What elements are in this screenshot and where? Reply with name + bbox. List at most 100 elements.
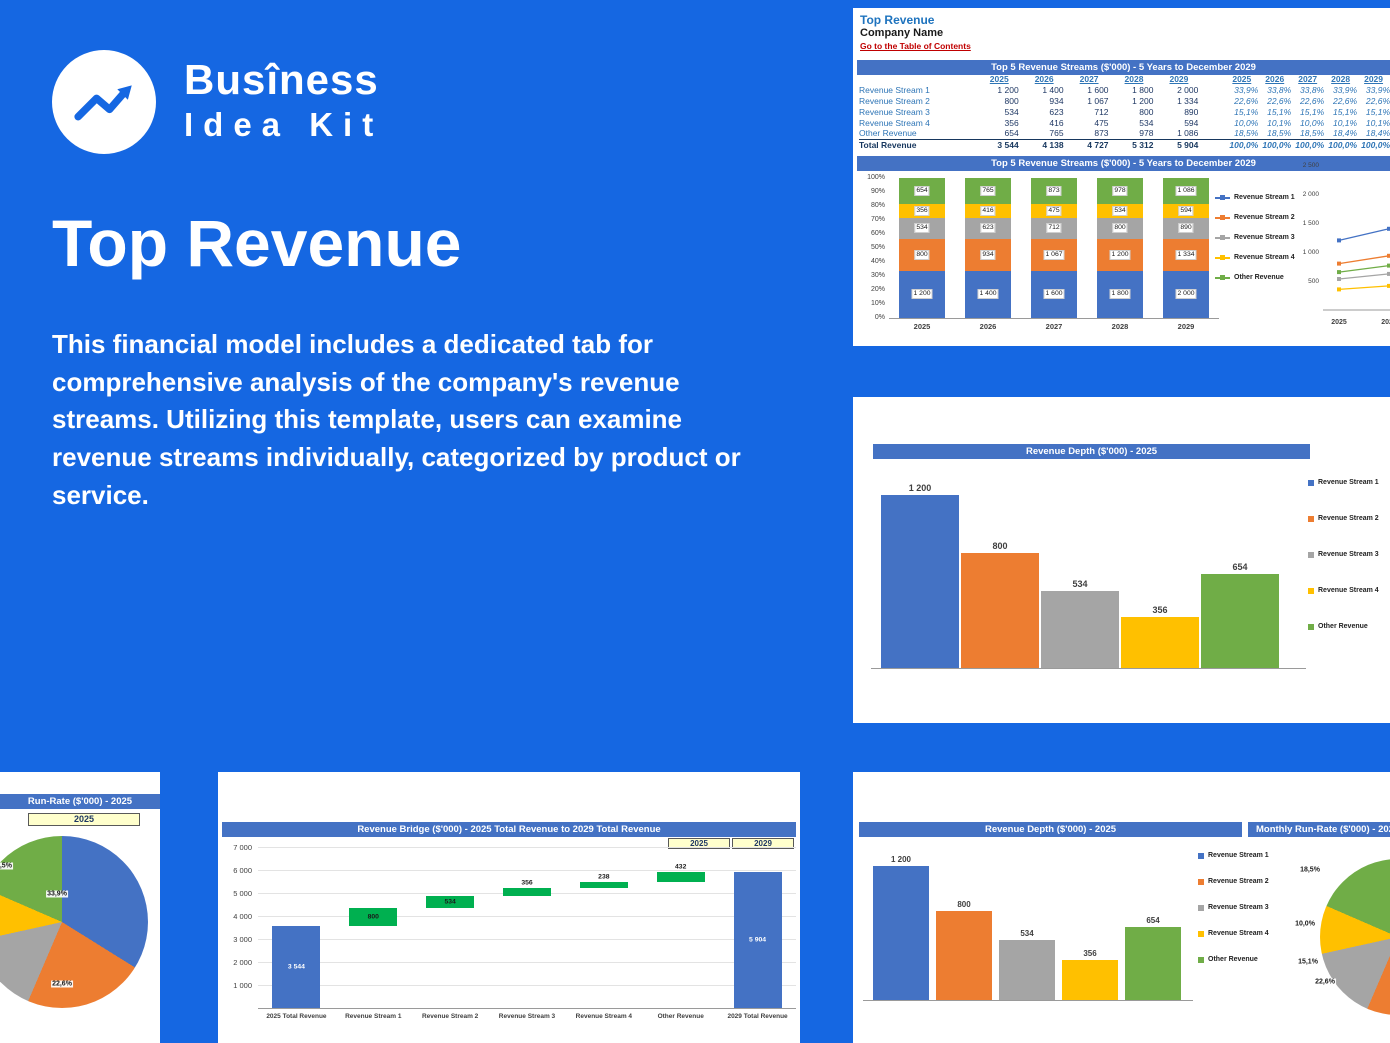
data-label: 10,0% <box>1294 920 1316 928</box>
data-label: 873 <box>1046 185 1062 196</box>
value-cell: 2 000 <box>1177 85 1199 96</box>
total-value-cell: 4 727 <box>1087 139 1109 150</box>
value-cell: 1 067 <box>1087 95 1109 106</box>
year-column-header: 2028 <box>1331 74 1351 85</box>
data-label: 534 <box>1072 578 1088 589</box>
bridge-end-year-selector[interactable]: 2029 <box>732 838 794 849</box>
legend-item: Revenue Stream 2 <box>1308 515 1390 522</box>
value-cell: 654 <box>1004 128 1019 139</box>
data-label: 534 <box>914 223 930 234</box>
pct-cell: 15,1% <box>1365 106 1390 117</box>
y-axis-label: 6 000 <box>233 866 252 875</box>
line-marker <box>1337 238 1341 243</box>
legend-marker <box>1215 234 1230 240</box>
data-label: 800 <box>1112 223 1128 234</box>
brand-wordmark: Busîness Idea Kit <box>184 56 383 144</box>
year-column-header: 2027 <box>1298 74 1318 85</box>
value-cell: 934 <box>1049 95 1064 106</box>
value-cell: 800 <box>1004 95 1019 106</box>
stacked-chart-title-band: Top 5 Revenue Streams ($'000) - 5 Years … <box>857 156 1390 171</box>
year-column-header: 2026 <box>1265 74 1285 85</box>
data-label: 22,6% <box>1314 978 1336 986</box>
legend-marker <box>1198 904 1204 911</box>
brand-logo <box>52 50 156 154</box>
panel-revenue-depth: Revenue Depth ($'000) - 2025 1 200 800 534… <box>853 397 1390 723</box>
pct-cell: 18,5% <box>1300 128 1325 139</box>
data-label: 978 <box>1112 185 1128 196</box>
data-label: 1 400 <box>977 289 999 300</box>
value-cell: 765 <box>1049 128 1064 139</box>
value-cell: 356 <box>1004 117 1019 128</box>
table-title-band: Top 5 Revenue Streams ($'000) - 5 Years … <box>857 60 1390 75</box>
total-value-cell: 4 138 <box>1042 139 1064 150</box>
y-axis-label: 2 000 <box>233 958 252 967</box>
row-label: Revenue Stream 4 <box>859 117 930 128</box>
value-cell: 800 <box>1139 106 1154 117</box>
data-label: 1 200 <box>890 854 912 864</box>
value-cell: 1 334 <box>1177 95 1199 106</box>
bridge-title-band: Revenue Bridge ($'000) - 2025 Total Reve… <box>222 822 796 837</box>
y-axis-label: 500 <box>1308 278 1319 285</box>
depth-chart-title-band: Revenue Depth ($'000) - 2025 <box>873 444 1310 459</box>
legend-marker <box>1308 623 1314 630</box>
value-cell: 1 600 <box>1087 85 1109 96</box>
legend-item: Revenue Stream 3 <box>1198 904 1290 911</box>
company-name: Company Name <box>860 27 944 39</box>
pct-cell: 18,4% <box>1365 128 1390 139</box>
line-series <box>1338 227 1390 242</box>
bar <box>1125 926 1181 1000</box>
x-axis-label: 2025 <box>913 322 931 331</box>
bar <box>936 910 992 1000</box>
data-label: 654 <box>1232 561 1248 572</box>
table-of-contents-link[interactable]: Go to the Table of Contents <box>860 41 971 51</box>
data-label: 800 <box>367 913 379 921</box>
total-value-cell: 3 544 <box>997 139 1019 150</box>
pie-chart-circle <box>1320 859 1390 1015</box>
y-axis-label: 100% <box>867 174 885 181</box>
y-axis-label: 20% <box>870 286 885 293</box>
legend-item: Revenue Stream 1 <box>1198 852 1290 859</box>
line-marker <box>1387 283 1390 288</box>
total-pct-cell: 100,0% <box>1262 139 1292 150</box>
pct-cell: 15,1% <box>1332 106 1358 117</box>
line-series <box>1338 285 1390 291</box>
y-axis-label: 1 000 <box>233 981 252 990</box>
year-column-header: 2029 <box>1364 74 1384 85</box>
gridline <box>258 939 796 940</box>
year-selector-cell[interactable]: 2025 <box>28 813 140 826</box>
table-row: Revenue Stream 4 356 416 475 534 594 10,0% 10,1… <box>859 117 1390 128</box>
pct-cell: 18,4% <box>1332 128 1358 139</box>
year-column-header: 2029 <box>1169 74 1189 85</box>
x-axis-label: 2026 <box>1381 319 1390 326</box>
value-cell: 475 <box>1094 117 1109 128</box>
data-label: 534 <box>1020 929 1034 939</box>
y-axis-label: 3 000 <box>233 935 252 944</box>
pct-cell: 33,9% <box>1365 85 1390 96</box>
revenue-streams-table: 2025 2026 2027 2028 2029 2025 2026 2027 2028 2029… <box>859 74 1390 150</box>
y-axis-label: 40% <box>870 258 885 265</box>
legend-item: Revenue Stream 4 <box>1198 930 1290 937</box>
data-label: 1 200 <box>911 289 933 300</box>
data-label: 765 <box>980 185 996 196</box>
pct-cell: 10,0% <box>1300 117 1325 128</box>
pct-cell: 33,8% <box>1300 85 1325 96</box>
data-label: 2 000 <box>1175 289 1197 300</box>
run-rate-title-band: Run-Rate ($'000) - 2025 <box>0 794 160 809</box>
value-cell: 890 <box>1184 106 1199 117</box>
line-series <box>1338 264 1390 273</box>
y-axis-label: 4 000 <box>233 912 252 921</box>
y-axis-label: 1 500 <box>1303 220 1320 227</box>
value-cell: 1 086 <box>1177 128 1199 139</box>
y-axis-label: 7 000 <box>233 843 252 852</box>
pct-cell: 33,9% <box>1234 85 1259 96</box>
value-cell: 534 <box>1004 106 1019 117</box>
bar <box>1062 960 1118 1000</box>
bridge-start-year-selector[interactable]: 2025 <box>668 838 730 849</box>
legend-item: Revenue Stream 3 <box>1308 551 1390 558</box>
depth-small-title-band: Revenue Depth ($'000) - 2025 <box>859 822 1242 837</box>
legend-item: Revenue Stream 4 <box>1215 254 1299 261</box>
legend-label: Revenue Stream 2 <box>1234 214 1295 221</box>
table-row: Total Revenue 3 544 4 138 4 727 5 312 5 904 10… <box>859 138 1390 150</box>
pct-cell: 10,0% <box>1234 117 1259 128</box>
